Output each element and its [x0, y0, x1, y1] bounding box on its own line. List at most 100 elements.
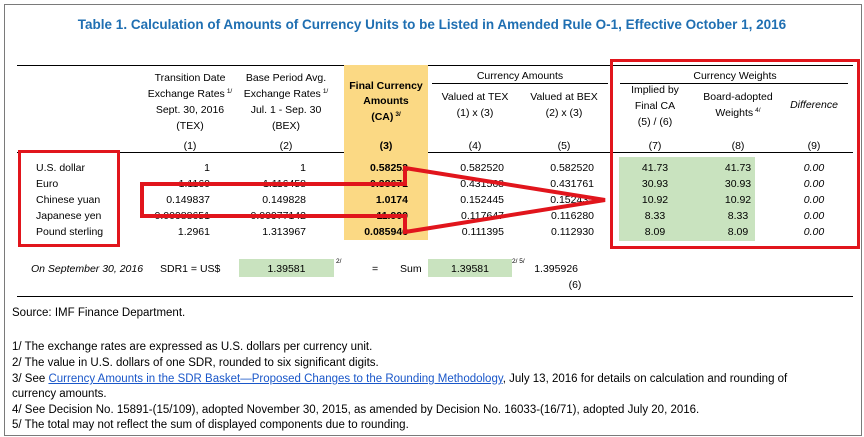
header-implied-line3: (5) / (6) — [637, 116, 673, 128]
sdr-label: SDR1 = US$ — [160, 263, 221, 275]
row-bex: 1.116458 — [262, 178, 306, 190]
col-number-9: (9) — [807, 140, 821, 152]
sdr-value-highlight — [239, 259, 334, 277]
col-number-3: (3) — [379, 140, 393, 152]
footnote-4: 4/ See Decision No. 15891-(15/109), adop… — [12, 404, 700, 416]
currency-names-annotation-box — [18, 150, 120, 247]
footnote-3-continued: currency amounts. — [12, 388, 107, 400]
footnote-3: 3/ See Currency Amounts in the SDR Baske… — [12, 373, 787, 385]
header-implied-line2: Final CA — [634, 100, 676, 112]
row-board-weight: 41.73 — [724, 162, 752, 174]
row-valued-bex: 0.112930 — [550, 226, 594, 238]
footnote-2: 2/ The value in U.S. dollars of one SDR,… — [12, 357, 379, 369]
row-valued-tex: 0.431568 — [460, 178, 504, 190]
row-valued-tex: 0.582520 — [460, 162, 504, 174]
summary-date: On September 30, 2016 — [31, 263, 144, 275]
row-tex: 0.00988651 — [154, 210, 210, 222]
header-implied-line1: Implied by — [631, 84, 679, 96]
header-bex-line4: (BEX) — [271, 120, 300, 132]
row-bex: 1.313967 — [262, 226, 306, 238]
col-number-4: (4) — [468, 140, 482, 152]
footnote-3-suffix: , July 13, 2016 for details on calculati… — [502, 373, 788, 385]
row-tex: 1.2961 — [177, 226, 210, 238]
footnote-ref-3: 3/ — [395, 111, 401, 118]
footnote-ref-2-5: 2/ 5/ — [512, 258, 525, 265]
footnote-5: 5/ The total may not reflect the sum of … — [12, 419, 409, 431]
row-valued-tex: 0.111395 — [461, 226, 504, 238]
row-currency-name: U.S. dollar — [36, 162, 86, 174]
header-tex-line1: Transition Date — [154, 72, 226, 84]
table-top-rule — [17, 65, 853, 66]
row-board-weight: 8.33 — [727, 210, 749, 222]
row-valued-bex: 0.116280 — [550, 210, 594, 222]
row-currency-name: Japanese yen — [36, 210, 102, 222]
row-tex: 1 — [204, 162, 210, 174]
sum-value: 1.39581 — [451, 263, 489, 275]
header-board-line2: Weights — [715, 107, 754, 119]
row-implied-weight: 8.09 — [644, 226, 666, 238]
header-currency-amounts: Currency Amounts — [476, 70, 564, 82]
row-valued-tex: 0.117647 — [460, 210, 504, 222]
header-bex-line1: Base Period Avg. — [245, 72, 327, 84]
row-currency-name: Euro — [36, 178, 59, 190]
row-board-weight: 10.92 — [724, 194, 752, 206]
currency-weights-rule — [620, 83, 848, 84]
footnote-3-prefix: 3/ See — [12, 373, 49, 385]
header-valued-bex-formula: (2) x (3) — [545, 107, 583, 119]
bex-sum-value: 1.395926 — [534, 263, 578, 275]
col-number-2: (2) — [279, 140, 293, 152]
row-implied-weight: 41.73 — [641, 162, 669, 174]
row-implied-weight: 8.33 — [644, 210, 666, 222]
currency-amounts-rule — [432, 83, 608, 84]
header-tex-line4: (TEX) — [176, 120, 204, 132]
header-bottom-rule — [17, 152, 853, 153]
row-difference: 0.00 — [803, 162, 825, 174]
row-final-ca: 0.085946 — [364, 226, 408, 238]
row-valued-bex: 0.431761 — [550, 178, 594, 190]
row-implied-weight: 30.93 — [641, 178, 669, 190]
row-tex: 0.149837 — [166, 194, 210, 206]
footnote-ref-1: 1/ — [226, 88, 233, 95]
header-bex-line3: Jul. 1 - Sep. 30 — [250, 104, 322, 116]
header-final-line3: (CA) — [371, 111, 394, 123]
source-note: Source: IMF Finance Department. — [12, 307, 186, 319]
row-currency-name: Chinese yuan — [36, 194, 101, 206]
col-number-5: (5) — [557, 140, 571, 152]
header-difference: Difference — [790, 99, 838, 111]
row-difference: 0.00 — [803, 226, 825, 238]
header-valued-bex: Valued at BEX — [530, 91, 598, 103]
table-title: Table 1. Calculation of Amounts of Curre… — [77, 17, 787, 32]
header-tex-line2: Exchange Rates — [147, 88, 225, 100]
header-final-line2: Amounts — [363, 95, 409, 107]
footnote-1: 1/ The exchange rates are expressed as U… — [12, 341, 373, 353]
row-currency-name: Pound sterling — [36, 226, 104, 238]
row-bex: 0.149828 — [262, 194, 306, 206]
header-bex-line2: Exchange Rates — [243, 88, 321, 100]
col-number-8: (8) — [731, 140, 745, 152]
row-valued-tex: 0.152445 — [460, 194, 504, 206]
row-valued-bex: 0.152435 — [550, 194, 594, 206]
row-final-ca: 0.38671 — [370, 178, 408, 190]
row-difference: 0.00 — [803, 210, 825, 222]
row-final-ca: 11.900 — [376, 210, 408, 222]
equals-sign: = — [372, 263, 379, 275]
header-currency-weights: Currency Weights — [693, 70, 777, 82]
footnote-ref-4: 4/ — [755, 107, 761, 114]
row-board-weight: 8.09 — [727, 226, 749, 238]
rounding-methodology-link[interactable]: Currency Amounts in the SDR Basket—Propo… — [48, 373, 503, 385]
row-board-weight: 30.93 — [724, 178, 752, 190]
sum-label: Sum — [400, 263, 422, 275]
row-difference: 0.00 — [803, 194, 825, 206]
col-number-6: (6) — [568, 279, 582, 291]
row-final-ca: 1.0174 — [375, 194, 408, 206]
table-bottom-rule — [17, 296, 853, 297]
row-bex: 1 — [300, 162, 306, 174]
weights-highlight — [619, 157, 755, 241]
row-bex: 0.00977142 — [250, 210, 306, 222]
row-implied-weight: 10.92 — [641, 194, 669, 206]
col-number-1: (1) — [183, 140, 197, 152]
sum-value-highlight — [428, 259, 512, 277]
currency-weights-annotation-box — [610, 59, 860, 249]
header-valued-tex-formula: (1) x (3) — [456, 107, 494, 119]
row-tex: 1.1160 — [178, 178, 210, 190]
